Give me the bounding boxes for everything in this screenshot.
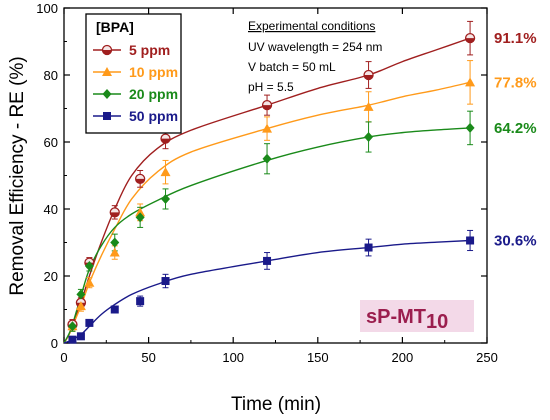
- data-point: [363, 101, 374, 111]
- conditions-title: Experimental conditions: [248, 19, 375, 33]
- y-tick-label: 100: [36, 1, 58, 16]
- legend-marker: [102, 67, 112, 76]
- conditions-block: Experimental conditions UV wavelength = …: [248, 19, 382, 94]
- end-value-label: 64.2%: [494, 120, 537, 137]
- legend-entry: 50 ppm: [93, 108, 178, 124]
- data-point: [161, 193, 171, 204]
- data-point: [76, 332, 85, 341]
- data-point: [160, 133, 171, 144]
- y-tick-label: 0: [51, 336, 58, 351]
- fit-curve: [63, 37, 471, 344]
- conditions-line: V batch = 50 mL: [248, 60, 336, 74]
- y-tick-label: 20: [44, 269, 58, 284]
- legend-marker: [102, 89, 112, 99]
- end-value-label: 91.1%: [494, 30, 537, 47]
- data-point: [263, 256, 272, 265]
- legend-label: 20 ppm: [129, 86, 178, 102]
- x-tick-label: 150: [307, 350, 329, 365]
- end-value-labels: 91.1% 77.8% 64.2% 30.6%: [494, 30, 537, 249]
- x-tick-label: 50: [141, 350, 155, 365]
- data-point: [161, 277, 170, 286]
- data-point: [465, 77, 476, 87]
- x-tick-label: 0: [60, 350, 67, 365]
- data-point: [75, 301, 86, 311]
- data-point: [262, 123, 273, 133]
- x-tick-label: 100: [222, 350, 244, 365]
- fit-curve: [63, 81, 471, 344]
- data-point: [363, 69, 374, 81]
- sample-label-main: sP-MT: [366, 306, 426, 328]
- fit-curves: [63, 37, 471, 344]
- legend-marker: [101, 44, 113, 56]
- y-tick-label: 40: [44, 202, 58, 217]
- legend-label: 5 ppm: [129, 42, 170, 58]
- sample-label: sP-MT10: [360, 300, 474, 333]
- data-point: [364, 243, 373, 252]
- legend-entries: 5 ppm 10 ppm 20 ppm 50 ppm: [93, 42, 178, 124]
- data-point: [136, 297, 145, 306]
- fit-curve: [63, 127, 471, 344]
- data-point: [466, 236, 475, 245]
- data-point: [110, 305, 119, 314]
- y-tick-label: 80: [44, 68, 58, 83]
- legend-entry: 5 ppm: [93, 42, 170, 58]
- conditions-line: UV wavelength = 254 nm: [248, 40, 382, 54]
- data-point: [464, 33, 476, 44]
- data-point: [364, 131, 374, 142]
- data-point: [84, 260, 94, 271]
- data-point: [109, 247, 120, 257]
- x-tick-label: 200: [392, 350, 414, 365]
- legend-entry: 20 ppm: [93, 86, 178, 102]
- data-point: [262, 153, 272, 164]
- data-point: [84, 277, 95, 287]
- data-point: [68, 335, 77, 344]
- x-tick-label: 250: [476, 350, 498, 365]
- data-point: [135, 212, 145, 223]
- axis-ticks: 0 50 100 150 200 250 0 20 40 60 80 100: [36, 1, 498, 365]
- fit-curve: [63, 239, 471, 344]
- legend: [BPA] 5 ppm 10 ppm 20 ppm 50 ppm: [85, 13, 182, 134]
- data-point: [76, 289, 86, 300]
- legend-box: [85, 13, 182, 134]
- data-markers: [67, 33, 476, 344]
- sample-label-background: [360, 300, 474, 332]
- end-value-label: 77.8%: [494, 74, 537, 91]
- legend-label: 50 ppm: [129, 108, 178, 124]
- data-point: [109, 207, 120, 218]
- conditions-line: pH = 5.5: [248, 80, 294, 94]
- legend-entry: 10 ppm: [93, 64, 178, 80]
- x-axis-title: Time (min): [231, 394, 321, 415]
- sample-label-subscript: 10: [426, 311, 448, 333]
- data-point: [465, 122, 475, 133]
- data-point: [160, 167, 171, 177]
- legend-label: 10 ppm: [129, 64, 178, 80]
- data-point: [135, 207, 146, 217]
- end-value-label: 30.6%: [494, 232, 537, 249]
- y-axis-title: Removal Efficiency - RE (%): [7, 56, 28, 295]
- data-point: [134, 173, 146, 185]
- legend-title: [BPA]: [96, 19, 134, 35]
- y-tick-label: 60: [44, 135, 58, 150]
- legend-marker: [103, 112, 111, 120]
- data-point: [110, 237, 120, 248]
- data-point: [261, 100, 273, 111]
- data-point: [67, 321, 77, 332]
- data-point: [85, 318, 94, 327]
- sample-label-text: sP-MT10: [366, 306, 448, 333]
